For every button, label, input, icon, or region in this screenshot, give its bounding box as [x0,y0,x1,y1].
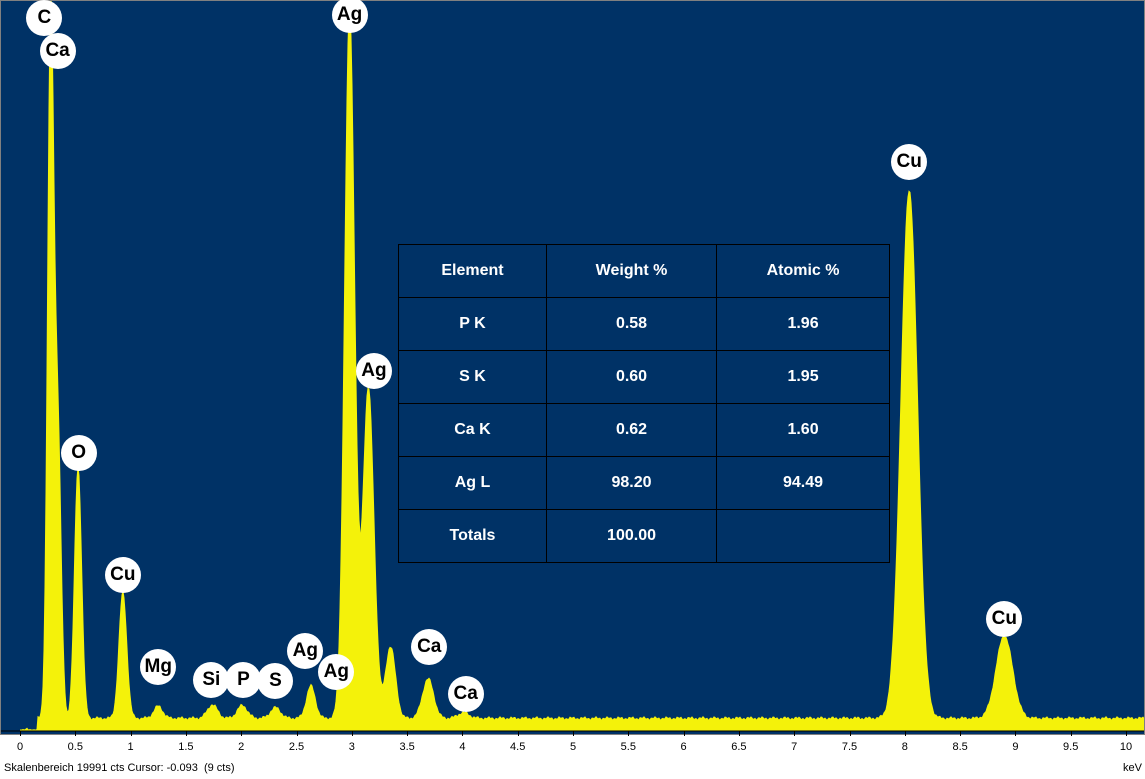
cell-atomic: 94.49 [716,456,890,510]
cell-weight: 98.20 [545,456,718,510]
x-tick-label: 10 [1119,741,1133,753]
peak-label: Cu [104,557,141,594]
x-tick-mark [794,731,796,736]
x-tick-label: 0 [16,741,24,753]
peak-label: C [26,0,63,37]
x-tick-mark [960,731,962,736]
x-tick-label: 2.5 [288,741,305,753]
x-tick-label: 6.5 [731,741,747,753]
peak-label: Si [193,661,230,698]
peak-label: Cu [986,600,1023,637]
peak-label: Ag [318,654,355,691]
x-tick-mark [628,731,630,736]
x-tick-label: 7.5 [841,741,858,753]
x-tick-mark [1015,731,1017,736]
x-tick-mark [407,731,409,736]
x-tick-label: 3 [348,741,355,753]
x-tick-mark [904,731,906,736]
cell-atomic: 1.96 [716,297,890,351]
x-tick-label: 3.5 [399,741,415,753]
cell-weight: 0.58 [545,297,718,351]
peak-label: Ag [287,632,324,669]
x-tick-mark [683,731,685,736]
x-tick-label: 4.5 [510,741,526,753]
x-tick-mark [573,731,574,736]
table-row: Totals 100.00 [398,509,890,563]
x-tick-mark [738,731,740,736]
x-tick-mark [462,731,464,736]
cell-element: S K [398,350,547,404]
cell-weight: 100.00 [545,509,718,563]
x-tick-label: 4 [459,741,466,753]
table-header-row: Element Weight % Atomic % [398,244,890,298]
table-row: Ag L 98.20 94.49 [398,456,890,510]
cell-atomic: 1.95 [716,350,890,404]
x-tick-label: 2 [238,741,245,753]
cell-atomic [716,509,890,563]
x-tick-label: 5.5 [620,741,636,753]
table-row: S K 0.60 1.95 [398,350,890,404]
peak-label: Ca [411,629,448,666]
x-tick-label: 8.5 [952,741,968,753]
x-tick-label: 9 [1012,741,1019,753]
header-weight: Weight % [545,244,718,298]
x-tick-label: 1.5 [178,741,194,753]
x-tick-mark [20,731,21,736]
peak-label: Cu [891,143,928,180]
cell-element: Ca K [398,403,547,457]
header-atomic: Atomic % [716,244,890,298]
x-tick-mark [849,731,851,736]
table-row: Ca K 0.62 1.60 [398,403,890,457]
x-tick-mark [351,731,353,736]
x-tick-mark [1126,731,1127,736]
x-tick-label: 9.5 [1063,741,1079,753]
peak-label: Ca [447,676,484,713]
x-tick-label: 8 [901,741,908,753]
cell-element: Ag L [398,456,547,510]
cell-element: Totals [398,509,547,563]
spectrum-layer [20,0,1145,731]
x-tick-label: 0.5 [67,741,83,753]
axis-unit-label: keV [1123,762,1142,774]
table-row: P K 0.58 1.96 [398,297,890,351]
peak-label: Ag [331,0,368,33]
peak-label: Mg [140,648,177,685]
x-tick-mark [296,731,298,736]
peak-label: S [257,663,294,700]
x-tick-mark [517,731,519,736]
x-tick-label: 7 [791,741,798,753]
x-tick-mark [241,731,243,736]
quantification-table: Element Weight % Atomic % P K 0.58 1.96 … [398,244,890,563]
x-tick-label: 6 [680,741,687,753]
x-tick-mark [185,731,187,736]
peak-label: P [225,661,262,698]
x-tick-mark [1070,731,1072,736]
cell-weight: 0.62 [545,403,718,457]
x-tick-mark [130,731,132,736]
cell-weight: 0.60 [545,350,718,404]
peak-label: Ca [39,32,76,69]
x-tick-mark [75,731,77,736]
x-tick-label: 1 [127,741,134,753]
cell-element: P K [398,297,547,351]
header-element: Element [398,244,547,298]
cell-atomic: 1.60 [716,403,890,457]
x-tick-label: 5 [569,741,577,753]
spectrum-area [20,0,1145,731]
peak-label: Ag [355,352,392,389]
peak-label: O [60,435,97,472]
status-text: Skalenbereich 19991 cts Cursor: -0.093 (… [4,762,235,774]
axis-bar [0,735,1145,779]
